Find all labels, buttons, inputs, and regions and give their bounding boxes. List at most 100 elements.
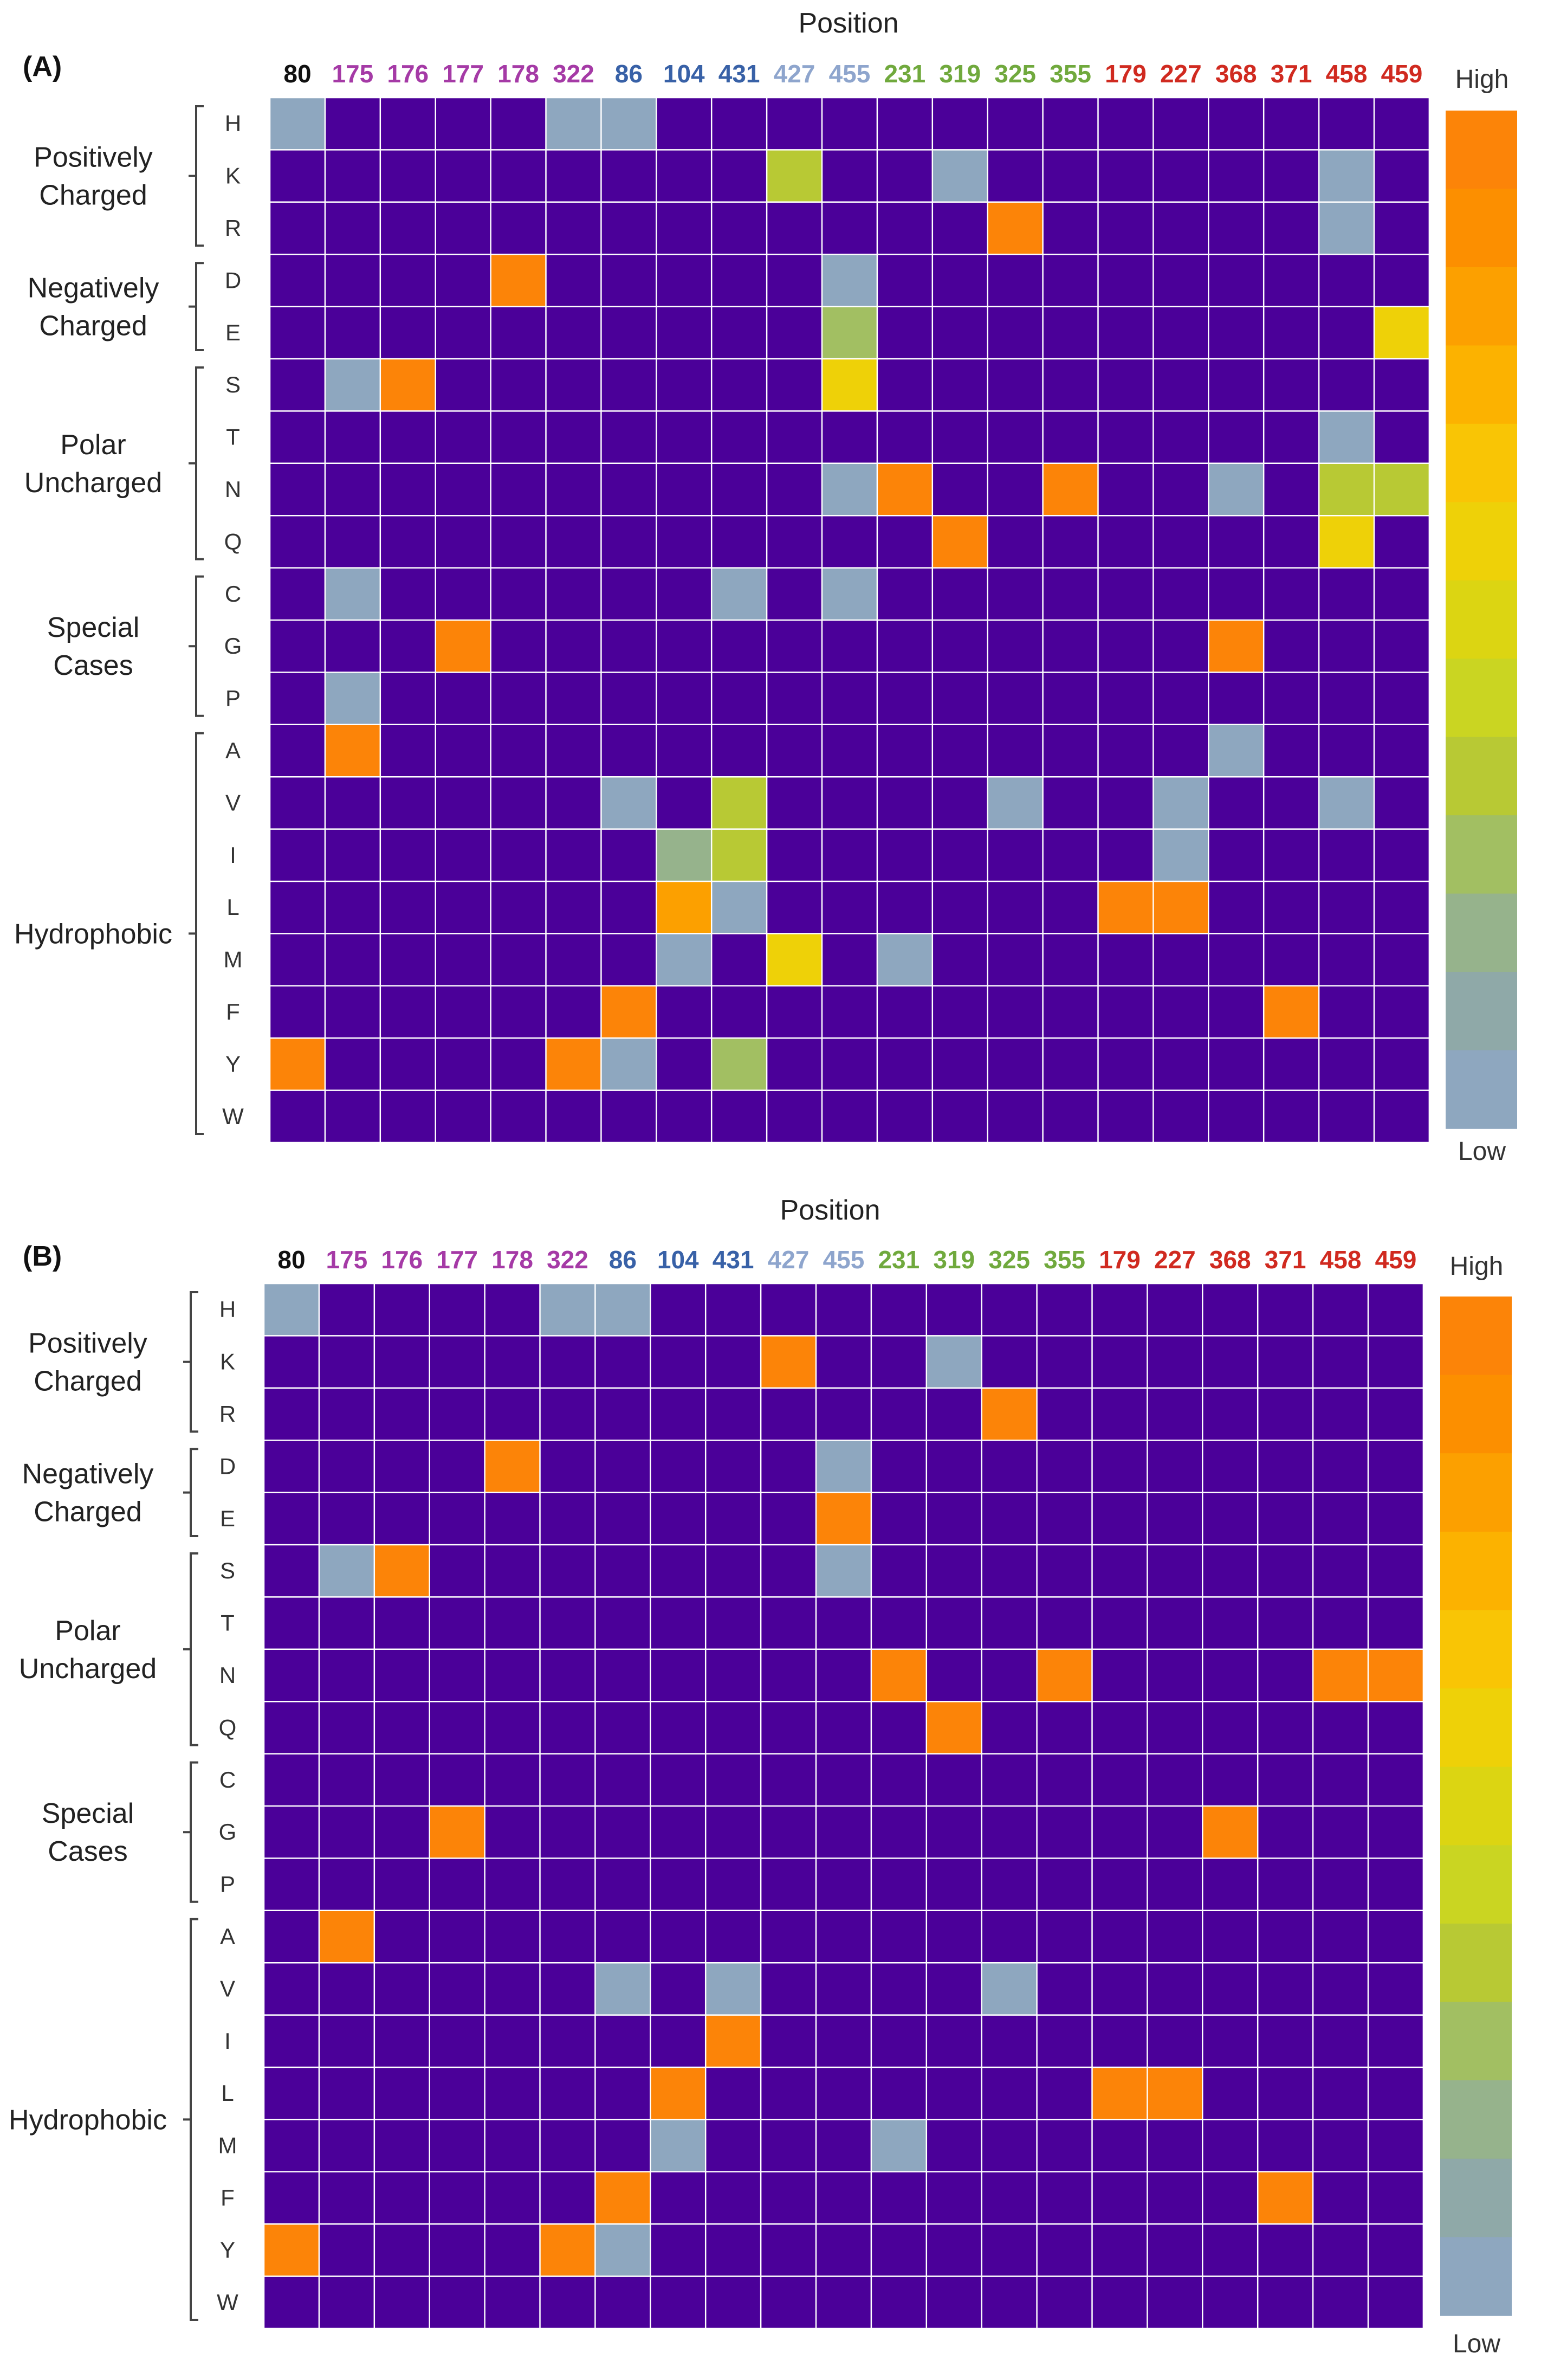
row-label-R: R <box>225 215 241 241</box>
row-label-P: P <box>225 686 241 711</box>
heatmap-cell-N-458 <box>1313 1649 1368 1702</box>
heatmap-cell-Q-458 <box>1319 515 1374 568</box>
column-label-86: 86 <box>615 60 643 88</box>
colorbar-segment <box>1446 345 1517 424</box>
column-label-371: 371 <box>1271 60 1312 88</box>
heatmap-cell-N-231 <box>871 1649 927 1702</box>
colorbar-segment <box>1440 2158 1512 2238</box>
heatmap-cell-T-458 <box>1319 411 1374 463</box>
colorbar-segment <box>1440 1845 1512 1924</box>
column-label-231: 231 <box>884 60 925 88</box>
row-label-G: G <box>224 633 242 659</box>
column-label-319: 319 <box>939 60 981 88</box>
heatmap-cell-E-455 <box>822 306 877 359</box>
row-label-T: T <box>221 1610 235 1636</box>
column-label-80: 80 <box>283 60 311 88</box>
heatmap-cell-Y-80 <box>264 2224 319 2276</box>
panel-b-heatmap: (B) Position High Low 80 175 176 177 178 322 8… <box>9 1195 1512 2358</box>
row-label-H: H <box>219 1297 236 1322</box>
column-label-368: 368 <box>1215 60 1257 88</box>
column-label-104: 104 <box>657 1246 699 1274</box>
heatmap-cell-Y-431 <box>711 1038 767 1091</box>
colorbar-segment <box>1446 737 1517 816</box>
group-label-polar: Polar Uncharged <box>19 1615 157 1685</box>
heatmap-cell-H-86 <box>595 1283 651 1336</box>
column-label-227: 227 <box>1160 60 1202 88</box>
heatmap-cell-Y-322 <box>546 1038 601 1091</box>
row-label-N: N <box>219 1662 236 1688</box>
panel-b-colorbar-low-label: Low <box>1453 2330 1500 2358</box>
column-label-177: 177 <box>436 1246 478 1274</box>
heatmap-cell-N-355 <box>1043 463 1098 516</box>
column-label-227: 227 <box>1154 1246 1196 1274</box>
group-bracket-hydrophobic <box>189 732 204 1135</box>
column-label-175: 175 <box>326 1246 367 1274</box>
heatmap-cell-N-355 <box>1037 1649 1092 1702</box>
column-label-458: 458 <box>1326 60 1368 88</box>
row-label-M: M <box>224 947 243 972</box>
colorbar-segment <box>1446 1050 1517 1129</box>
heatmap-cell-V-431 <box>711 777 767 829</box>
heatmap-cell-C-455 <box>822 567 877 620</box>
heatmap-cell-K-319 <box>926 1336 982 1388</box>
column-label-104: 104 <box>663 60 705 88</box>
row-label-Q: Q <box>224 528 242 554</box>
row-label-C: C <box>219 1767 236 1792</box>
row-label-Q: Q <box>219 1714 237 1740</box>
group-bracket-positively <box>189 105 204 247</box>
heatmap-cell-N-459 <box>1368 1649 1423 1702</box>
heatmap-cell-L-431 <box>711 881 767 934</box>
heatmap-cell-G-368 <box>1208 620 1264 673</box>
column-label-459: 459 <box>1375 1246 1417 1274</box>
row-label-D: D <box>225 267 241 293</box>
colorbar-segment <box>1440 1688 1512 1768</box>
heatmap-cell-F-86 <box>595 2171 651 2224</box>
heatmap-cell-S-455 <box>816 1545 871 1597</box>
heatmap-cell-K-319 <box>932 150 988 202</box>
group-label-hydrophobic: Hydrophobic <box>9 2104 167 2136</box>
heatmap-cell-V-325 <box>987 777 1043 829</box>
heatmap-cell-H-80 <box>270 98 325 150</box>
heatmap-cell-M-231 <box>877 933 933 986</box>
heatmap-cell-F-371 <box>1264 985 1319 1039</box>
heatmap-cell-M-104 <box>650 2119 706 2172</box>
heatmap-cell-V-431 <box>705 1963 761 2015</box>
colorbar-segment <box>1440 1453 1512 1532</box>
group-bracket-polar <box>183 1552 198 1746</box>
column-label-355: 355 <box>1050 60 1091 88</box>
row-label-E: E <box>225 320 241 345</box>
heatmap-cell-M-231 <box>871 2119 927 2172</box>
colorbar-segment <box>1440 2080 1512 2159</box>
column-label-371: 371 <box>1265 1246 1306 1274</box>
heatmap-cell-R-325 <box>981 1388 1037 1441</box>
column-label-427: 427 <box>768 1246 810 1274</box>
heatmap-cell-Y-322 <box>540 2224 595 2276</box>
column-label-459: 459 <box>1381 60 1423 88</box>
heatmap-cell-Y-80 <box>270 1038 325 1091</box>
heatmap-cell-L-179 <box>1098 881 1154 934</box>
colorbar-segment <box>1446 502 1517 581</box>
row-label-K: K <box>225 163 241 189</box>
row-label-L: L <box>221 2080 234 2106</box>
row-label-S: S <box>220 1558 235 1583</box>
row-label-C: C <box>225 581 241 607</box>
heatmap-cell-G-177 <box>435 620 491 673</box>
heatmap-cell-K-458 <box>1319 150 1374 202</box>
heatmap-cell-A-175 <box>325 724 380 777</box>
row-label-Y: Y <box>220 2237 235 2262</box>
heatmap-cell-Y-86 <box>601 1038 657 1091</box>
heatmap-cell-S-455 <box>822 359 877 411</box>
heatmap-cell-C-431 <box>711 567 767 620</box>
column-label-427: 427 <box>774 60 815 88</box>
row-label-P: P <box>220 1872 235 1897</box>
heatmap-cell-N-458 <box>1319 463 1374 516</box>
heatmap-cell-S-175 <box>319 1545 374 1597</box>
column-label-322: 322 <box>547 1246 588 1274</box>
row-label-R: R <box>219 1401 236 1427</box>
heatmap-cell-H-80 <box>264 1283 319 1336</box>
row-label-W: W <box>222 1104 244 1129</box>
row-label-H: H <box>225 111 241 136</box>
heatmap-cell-E-455 <box>816 1492 871 1545</box>
heatmap-cell-L-179 <box>1092 2067 1148 2120</box>
